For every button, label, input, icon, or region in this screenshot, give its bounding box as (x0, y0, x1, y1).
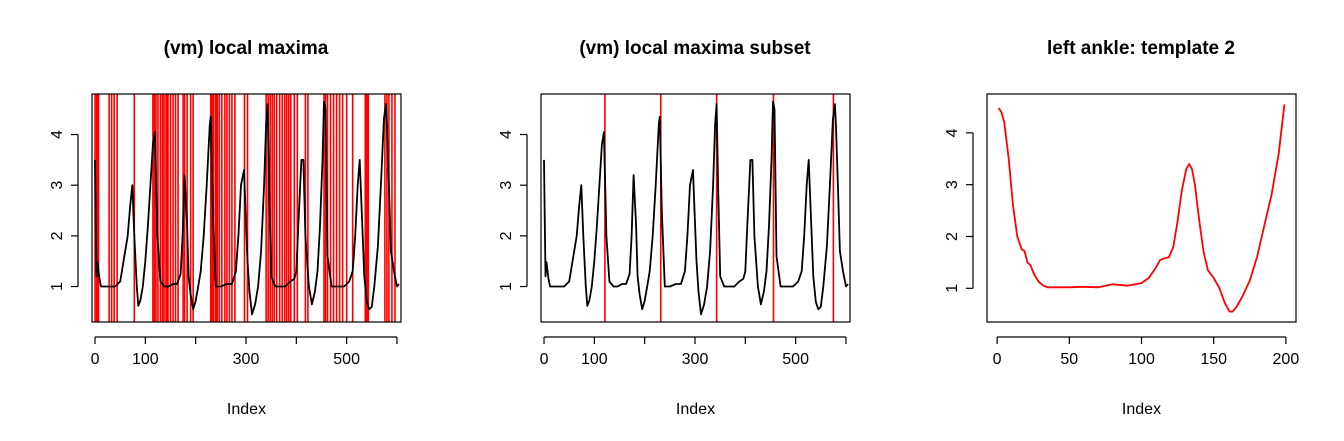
x-tick-label: 0 (91, 351, 100, 368)
y-tick-label: 2 (49, 231, 66, 240)
plot-frame (540, 93, 851, 323)
x-tick-label: 300 (233, 351, 260, 368)
x-tick-label: 500 (333, 351, 360, 368)
x-tick-label: 200 (1273, 351, 1300, 368)
x-tick-label: 100 (1128, 351, 1155, 368)
y-tick-label: 3 (498, 181, 515, 190)
x-tick-label: 0 (993, 351, 1002, 368)
x-tick-label: 300 (682, 351, 709, 368)
y-tick-label: 4 (944, 128, 961, 137)
chart-panel-1: (vm) local maxima Index 0 100 300 500 1 2 3 4 (49, 38, 402, 418)
y-tick-label: 2 (944, 232, 961, 241)
series-line (94, 100, 400, 316)
y-tick-label: 1 (944, 284, 961, 293)
chart-title: (vm) local maxima (164, 38, 329, 59)
chart-title: (vm) local maxima subset (579, 38, 811, 59)
x-tick-label: 500 (782, 351, 809, 368)
y-tick-label: 2 (498, 231, 515, 240)
series-line (543, 100, 849, 316)
chart-panel-2: (vm) local maxima subset Index 0 100 300 500 1… (498, 38, 851, 418)
y-tick-label: 1 (49, 282, 66, 291)
x-tick-label: 0 (540, 351, 549, 368)
y-tick-label: 3 (49, 181, 66, 190)
x-tick-label: 50 (1060, 351, 1078, 368)
x-axis-label: Index (676, 401, 715, 418)
y-tick-label: 1 (498, 282, 515, 291)
y-tick-label: 4 (498, 130, 515, 139)
y-tick-label: 3 (944, 180, 961, 189)
x-tick-label: 150 (1200, 351, 1227, 368)
x-tick-label: 100 (132, 351, 159, 368)
series-line (997, 104, 1286, 313)
x-tick-label: 100 (581, 351, 608, 368)
y-tick-label: 4 (49, 130, 66, 139)
x-axis-label: Index (1122, 401, 1161, 418)
chart-title: left ankle: template 2 (1047, 38, 1235, 59)
x-axis-label: Index (227, 401, 266, 418)
plot-frame (91, 93, 402, 323)
chart-panel-3: left ankle: template 2 Index 0 50 100 150 200 1… (944, 38, 1299, 418)
plot-frame (986, 93, 1297, 323)
